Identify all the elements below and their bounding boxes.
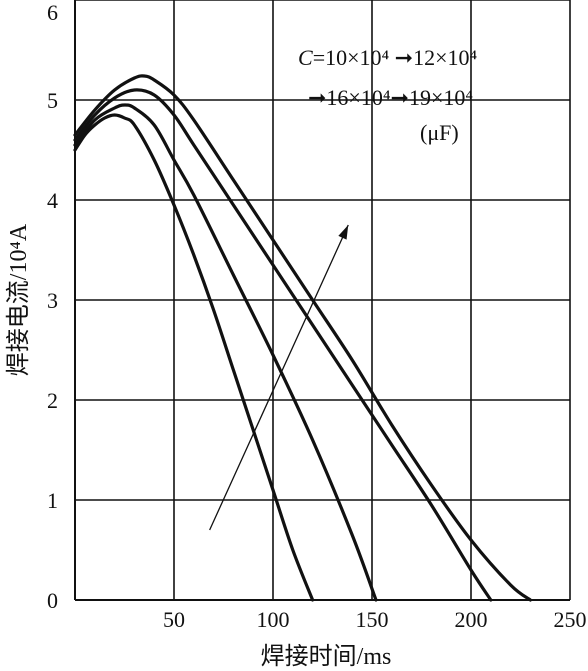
trend-arrow-shaft <box>209 224 349 531</box>
y-axis-label: 焊接电流/10⁴A <box>5 223 32 376</box>
trend-arrow-head <box>338 225 349 240</box>
y-tick-label: 1 <box>47 488 58 513</box>
annotation-line1: C=10×10⁴ ➞12×10⁴ <box>298 45 478 70</box>
tick-labels: 50 100 150 200 250 0 1 2 3 4 5 6 <box>47 0 587 632</box>
series-line-2 <box>73 103 378 602</box>
series-line-4 <box>73 74 532 602</box>
trend-arrow <box>209 224 349 531</box>
series <box>73 74 532 602</box>
annotation-c-values: =10×10⁴ ➞12×10⁴ <box>313 45 478 70</box>
x-tick-label: 250 <box>554 607 587 632</box>
x-tick-label: 100 <box>257 607 290 632</box>
y-tick-label: 5 <box>47 88 58 113</box>
x-tick-label: 150 <box>356 607 389 632</box>
y-tick-label: 6 <box>47 0 58 25</box>
y-tick-label: 2 <box>47 388 58 413</box>
annotation-line2: ➞16×10⁴➞19×10⁴ <box>308 85 473 110</box>
y-tick-label: 4 <box>47 188 58 213</box>
x-axis-label: 焊接时间/ms <box>261 643 392 670</box>
y-tick-label: 0 <box>47 588 58 613</box>
grid <box>75 0 571 600</box>
x-tick-label: 50 <box>163 607 185 632</box>
axes <box>74 0 570 601</box>
annotation-unit: (μF) <box>420 120 459 145</box>
series-line-1 <box>73 113 315 602</box>
x-tick-label: 200 <box>455 607 488 632</box>
annotation-c-symbol: C <box>298 45 313 70</box>
series-line-3 <box>73 88 493 602</box>
y-tick-label: 3 <box>47 288 58 313</box>
